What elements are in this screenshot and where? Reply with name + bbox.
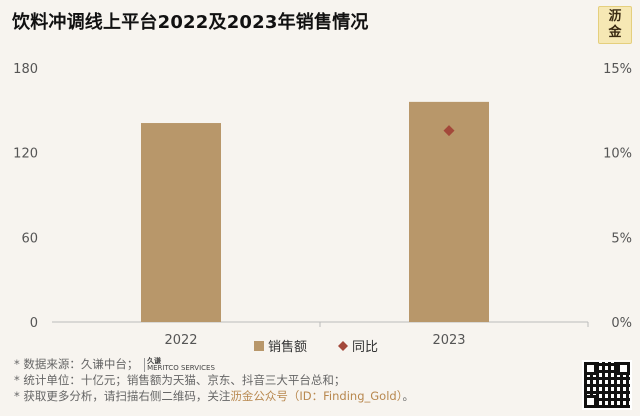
legend-diamond-swatch	[338, 341, 348, 351]
y-left-tick-label: 60	[21, 231, 38, 246]
chart-axes: 0 60 120 180 0% 5% 10% 15% 2022 2023	[13, 62, 632, 348]
markers-layer	[443, 125, 455, 137]
logo-char-1: 沥	[608, 9, 622, 24]
footnotes: * 数据来源：久谦中台； 久谦 MERITCO SERVICES * 统计单位：…	[14, 356, 414, 404]
yoy-marker	[443, 125, 455, 137]
logo-char-2: 金	[608, 25, 622, 40]
y-left-tick-label: 180	[13, 62, 38, 77]
footnote-source-text: * 数据来源：久谦中台；	[14, 357, 139, 371]
qr-corner-tl	[584, 362, 597, 375]
bar-sales	[409, 101, 489, 322]
qr-code-icon[interactable]	[582, 360, 632, 410]
y-right-tick-label: 10%	[603, 147, 632, 162]
meritco-logo: 久谦 MERITCO SERVICES	[144, 356, 215, 372]
legend-bar-swatch	[254, 341, 264, 351]
bar-sales	[141, 123, 221, 323]
y-left-tick-label: 120	[13, 147, 38, 162]
y-left-tick-label: 0	[30, 316, 38, 331]
qr-corner-bl	[584, 395, 597, 408]
footnote-follow-prefix: * 获取更多分析，请扫描右侧二维码，关注	[14, 389, 231, 403]
chart-title: 饮料冲调线上平台2022及2023年销售情况	[12, 12, 369, 33]
sales-chart: 0 60 120 180 0% 5% 10% 15% 2022 2023 销售额 同比	[13, 62, 632, 355]
meritco-logo-cn: 久谦	[147, 356, 162, 365]
y-right-tick-label: 5%	[611, 231, 632, 246]
brand-logo: 沥 金	[598, 6, 632, 44]
meritco-logo-en: MERITCO SERVICES	[147, 363, 215, 372]
footnote-source: * 数据来源：久谦中台； 久谦 MERITCO SERVICES	[14, 356, 414, 372]
bars-layer	[141, 101, 489, 323]
y-right-tick-label: 0%	[611, 316, 632, 331]
x-tick-label: 2022	[164, 333, 197, 348]
legend-label-sales: 销售额	[268, 339, 307, 355]
qr-corner-tr	[617, 362, 630, 375]
x-tick-label: 2023	[432, 333, 465, 348]
legend-label-yoy: 同比	[352, 340, 378, 355]
footnote-follow-suffix: 。	[402, 389, 414, 403]
chart-legend: 销售额 同比	[254, 339, 378, 355]
footnote-follow: * 获取更多分析，请扫描右侧二维码，关注沥金公众号（ID：Finding_Gol…	[14, 388, 414, 404]
y-right-tick-label: 15%	[603, 62, 632, 77]
footnote-unit: * 统计单位：十亿元；销售额为天猫、京东、抖音三大平台总和；	[14, 373, 346, 387]
footnote-brand: 沥金公众号（ID：Finding_Gold）	[230, 389, 403, 403]
